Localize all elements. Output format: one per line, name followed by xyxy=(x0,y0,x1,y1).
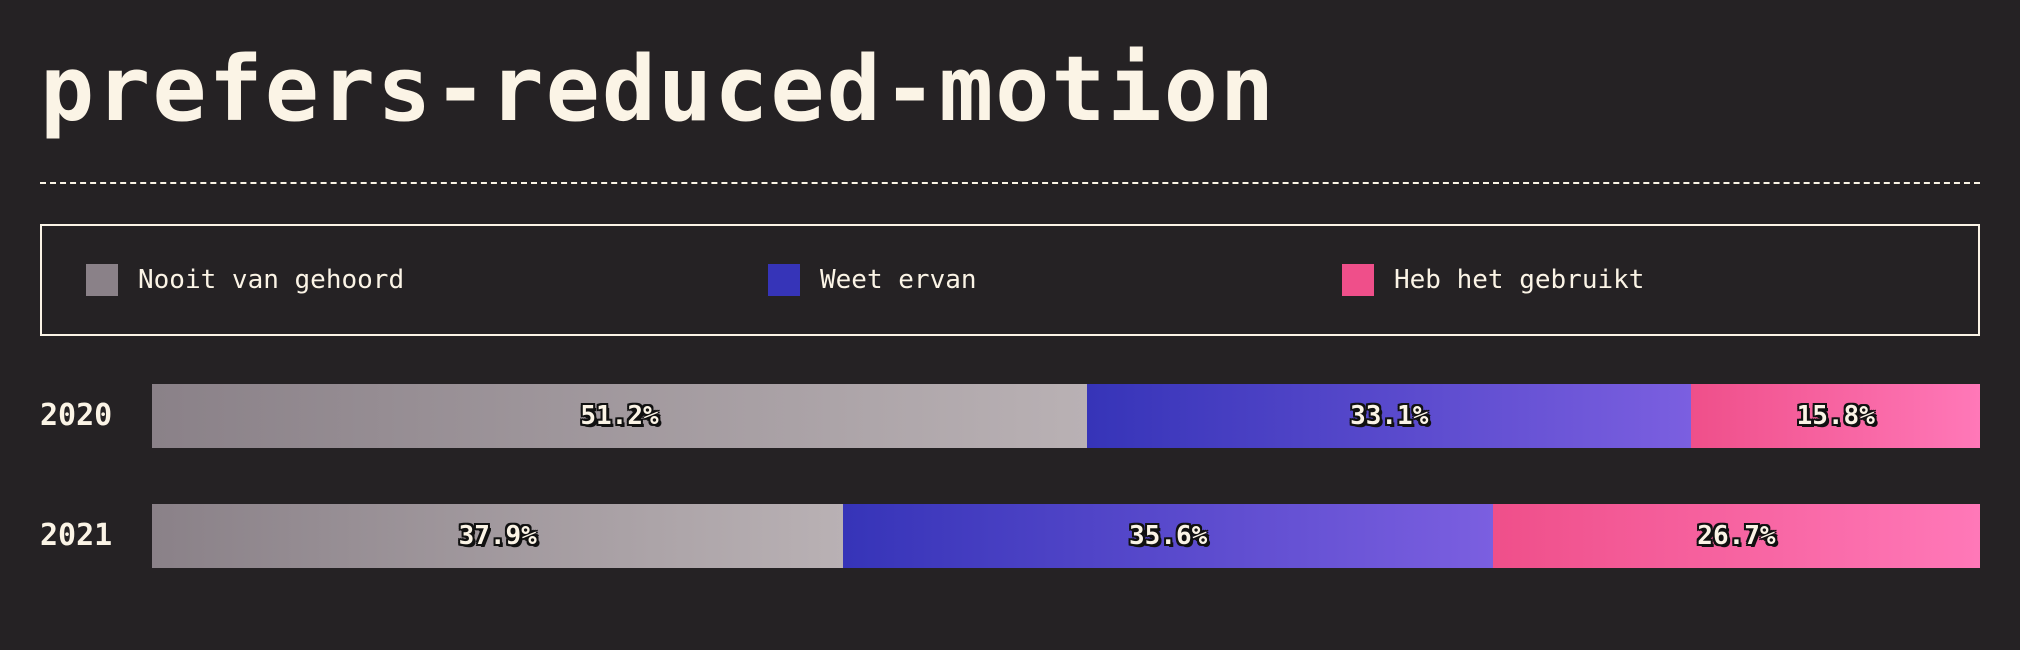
bar-segment-2020-nooit-van-gehoord[interactable]: 51.2% xyxy=(152,384,1087,448)
bar-track-2020: 51.2% 33.1% 15.8% xyxy=(152,384,1980,448)
bar-segment-2020-weet-ervan[interactable]: 33.1% xyxy=(1087,384,1692,448)
bar-value-label-2020-heb-het-gebruikt: 15.8% xyxy=(1796,401,1875,431)
bar-segment-2020-heb-het-gebruikt[interactable]: 15.8% xyxy=(1691,384,1980,448)
bar-value-label-2021-nooit-van-gehoord: 37.9% xyxy=(458,521,537,551)
bar-value-label-2020-nooit-van-gehoord: 51.2% xyxy=(580,401,659,431)
category-label-2021: 2021 xyxy=(40,518,113,553)
legend-swatch-heb-het-gebruikt xyxy=(1342,264,1374,296)
legend-label-nooit-van-gehoord: Nooit van gehoord xyxy=(138,265,405,295)
legend-item-heb-het-gebruikt[interactable]: Heb het gebruikt xyxy=(1342,226,1644,334)
bar-segment-2021-heb-het-gebruikt[interactable]: 26.7% xyxy=(1492,504,1980,568)
legend-swatch-weet-ervan xyxy=(768,264,800,296)
legend-swatch-nooit-van-gehoord xyxy=(86,264,118,296)
legend-label-weet-ervan: Weet ervan xyxy=(820,265,977,295)
bar-track-2021: 37.9% 35.6% 26.7% xyxy=(152,504,1980,568)
bar-value-label-2021-heb-het-gebruikt: 26.7% xyxy=(1697,521,1776,551)
chart-title: prefers-reduced-motion xyxy=(40,37,1277,142)
legend-item-nooit-van-gehoord[interactable]: Nooit van gehoord xyxy=(86,226,404,334)
bar-segment-2021-weet-ervan[interactable]: 35.6% xyxy=(843,504,1493,568)
category-label-2020: 2020 xyxy=(40,398,113,433)
title-divider xyxy=(40,182,1980,184)
legend-label-heb-het-gebruikt: Heb het gebruikt xyxy=(1394,265,1645,295)
bar-value-label-2021-weet-ervan: 35.6% xyxy=(1129,521,1208,551)
bar-segment-2021-nooit-van-gehoord[interactable]: 37.9% xyxy=(152,504,844,568)
legend-item-weet-ervan[interactable]: Weet ervan xyxy=(768,226,977,334)
bar-value-label-2020-weet-ervan: 33.1% xyxy=(1350,401,1429,431)
legend: Nooit van gehoord Weet ervan Heb het geb… xyxy=(40,224,1980,336)
